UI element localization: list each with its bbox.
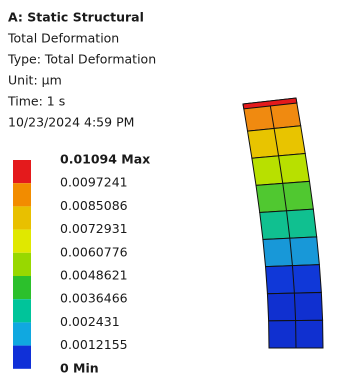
legend-swatch: [13, 253, 31, 276]
legend-swatch: [13, 183, 31, 206]
legend-label: 0.0097241: [60, 175, 128, 190]
legend-max: 0.01094 Max: [60, 152, 150, 167]
legend-label: 0.002431: [60, 314, 120, 329]
legend-swatch: [13, 299, 31, 322]
legend-swatch: [13, 160, 31, 183]
header-title: A: Static Structural: [8, 10, 144, 25]
legend-min: 0 Min: [60, 361, 99, 376]
legend-label: 0.0060776: [60, 244, 128, 259]
legend-swatch: [13, 206, 31, 229]
legend-swatch: [13, 230, 31, 253]
legend-label: 0.0048621: [60, 268, 128, 283]
legend-swatch: [13, 346, 31, 369]
header-line: Total Deformation: [7, 31, 119, 46]
legend-swatch: [13, 276, 31, 299]
header-line: Time: 1 s: [7, 94, 65, 109]
viewport: A: Static Structural Total Deformation T…: [0, 0, 363, 380]
header-line: Unit: µm: [8, 73, 62, 88]
header-line: Type: Total Deformation: [7, 52, 156, 67]
legend-swatch: [13, 322, 31, 345]
legend-label: 0.0012155: [60, 337, 128, 352]
legend-label: 0.0072931: [60, 221, 128, 236]
legend-label: 0.0036466: [60, 291, 128, 306]
legend-label: 0.0085086: [60, 198, 128, 213]
header-line: 10/23/2024 4:59 PM: [8, 115, 134, 130]
page: A: Static Structural Total Deformation T…: [0, 0, 363, 380]
